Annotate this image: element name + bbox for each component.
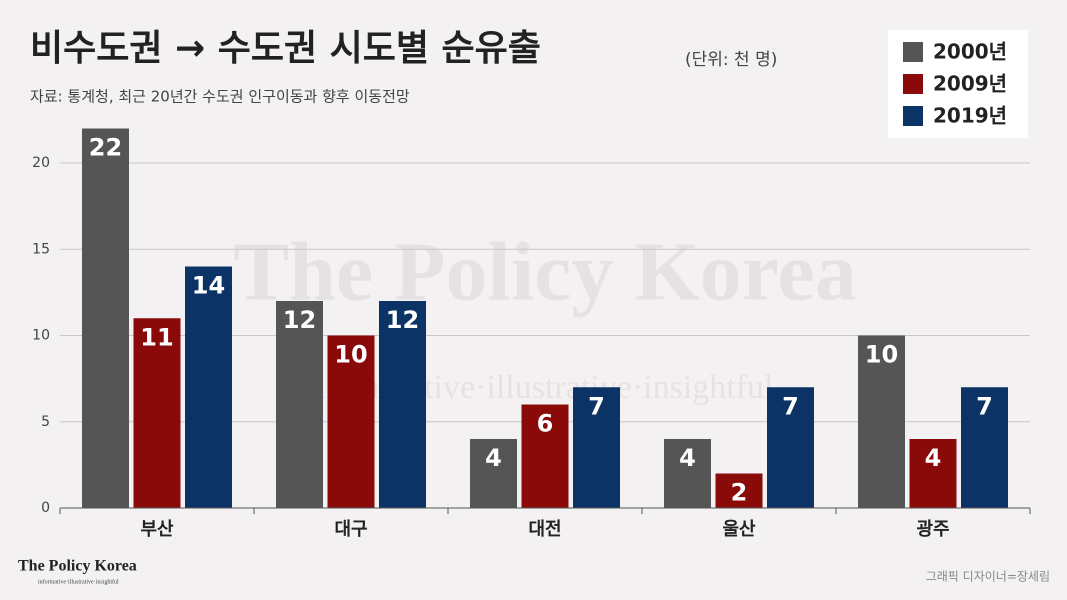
legend-label: 2009년 xyxy=(933,72,1007,96)
value-label: 7 xyxy=(976,392,993,420)
value-label: 4 xyxy=(925,444,942,472)
value-label: 7 xyxy=(588,392,605,420)
y-tick-label: 15 xyxy=(32,241,50,257)
credit: 그래픽 디자이너=장세림 xyxy=(926,570,1050,584)
value-label: 4 xyxy=(485,444,502,472)
value-label: 10 xyxy=(334,341,367,369)
x-tick-label: 울산 xyxy=(722,519,756,540)
y-tick-label: 0 xyxy=(41,500,50,516)
x-tick-label: 대구 xyxy=(334,519,367,540)
value-label: 4 xyxy=(679,444,696,472)
legend-swatch xyxy=(903,74,923,94)
brand-tagline: informative·illustrative·insightful xyxy=(38,578,119,585)
brand: The Policy Korea xyxy=(18,558,137,575)
bar xyxy=(858,335,905,508)
value-label: 10 xyxy=(865,341,898,369)
bar xyxy=(276,301,323,508)
legend-label: 2019년 xyxy=(933,104,1007,128)
bar xyxy=(664,439,711,508)
bar xyxy=(379,301,426,508)
bar xyxy=(470,439,517,508)
bar xyxy=(715,473,763,508)
value-label: 6 xyxy=(537,410,554,438)
bar xyxy=(133,318,181,508)
bar xyxy=(185,266,232,508)
value-label: 2 xyxy=(731,479,748,507)
bar xyxy=(521,404,569,508)
legend-swatch xyxy=(903,42,923,62)
x-tick-label: 광주 xyxy=(916,519,949,540)
value-label: 12 xyxy=(386,306,419,334)
watermark: The Policy Korea xyxy=(233,225,857,318)
bar xyxy=(961,387,1008,508)
value-label: 12 xyxy=(283,306,316,334)
y-tick-label: 5 xyxy=(41,414,50,430)
chart-title: 비수도권 → 수도권 시도별 순유출 xyxy=(30,28,541,69)
x-tick-label: 부산 xyxy=(140,519,174,540)
x-tick-label: 대전 xyxy=(528,519,561,540)
legend-swatch xyxy=(903,106,923,126)
value-label: 7 xyxy=(782,392,799,420)
bar xyxy=(82,128,129,508)
value-label: 11 xyxy=(140,323,173,351)
value-label: 14 xyxy=(192,272,225,300)
legend-label: 2000년 xyxy=(933,40,1007,64)
chart-subtitle: (단위: 천 명) xyxy=(685,50,777,70)
bar xyxy=(327,335,375,508)
value-label: 22 xyxy=(89,134,122,162)
bar xyxy=(767,387,814,508)
source: 자료: 통계청, 최근 20년간 수도권 인구이동과 향후 이동전망 xyxy=(30,88,410,106)
bar xyxy=(909,439,957,508)
legend: 2000년 2009년 2019년 xyxy=(888,30,1028,138)
y-tick-label: 20 xyxy=(32,155,50,171)
y-tick-label: 10 xyxy=(32,328,50,344)
bar xyxy=(573,387,620,508)
